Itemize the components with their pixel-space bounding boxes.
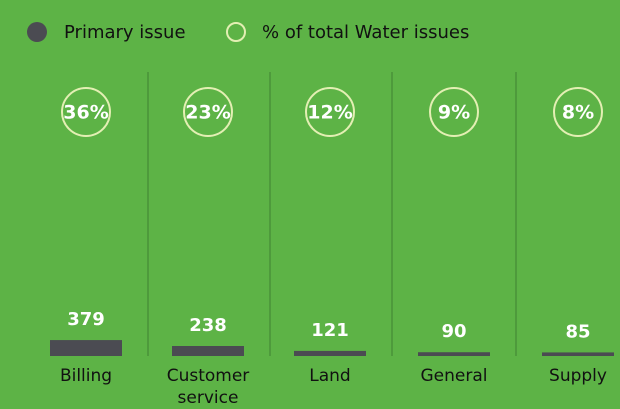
bar-value-label: 238 bbox=[189, 315, 227, 336]
bar bbox=[50, 340, 122, 356]
bar-value-label: 85 bbox=[565, 321, 590, 342]
legend-swatch bbox=[27, 22, 47, 42]
bar bbox=[172, 346, 244, 356]
percent-circle bbox=[183, 87, 233, 137]
bar-value-label: 379 bbox=[67, 309, 105, 330]
bar bbox=[294, 350, 366, 356]
percent-label: 9% bbox=[438, 102, 470, 124]
category-label: Billing bbox=[59, 366, 113, 386]
percent-circle bbox=[553, 87, 603, 137]
bar-value-label: 121 bbox=[311, 320, 349, 341]
percent-circle bbox=[429, 87, 479, 137]
category-label: Supply bbox=[549, 366, 607, 386]
bar bbox=[542, 352, 614, 356]
percent-label: 36% bbox=[63, 102, 108, 124]
category-label: General bbox=[420, 366, 488, 386]
bar-value-label: 90 bbox=[441, 321, 466, 342]
percent-label: 23% bbox=[185, 102, 230, 124]
percent-circle bbox=[61, 87, 111, 137]
percent-label: 8% bbox=[562, 102, 594, 124]
legend-label: Primary issue bbox=[64, 22, 186, 43]
percent-circle bbox=[305, 87, 355, 137]
percent-label: 12% bbox=[307, 102, 352, 124]
legend-swatch bbox=[226, 22, 246, 42]
legend-label: % of total Water issues bbox=[262, 22, 469, 43]
category-label: Land bbox=[309, 366, 351, 386]
category-label: Customer service bbox=[166, 366, 250, 408]
bar bbox=[418, 352, 490, 356]
